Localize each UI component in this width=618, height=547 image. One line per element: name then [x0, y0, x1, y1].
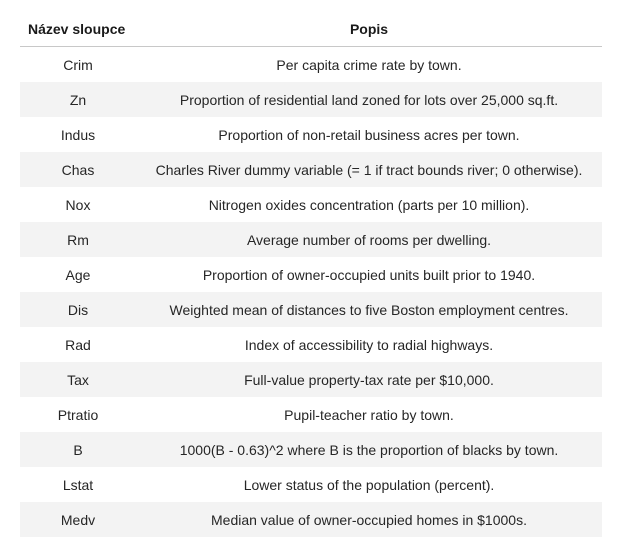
cell-column-name: Nox: [65, 196, 91, 213]
column-header-description: Popis: [136, 12, 602, 47]
cell-description: Median value of owner-occupied homes in …: [136, 502, 602, 537]
table-row: Chas Charles River dummy variable (= 1 i…: [20, 152, 602, 187]
cell-description: 1000(B - 0.63)^2 where B is the proporti…: [136, 432, 602, 467]
table-row: Tax Full-value property-tax rate per $10…: [20, 362, 602, 397]
cell-column-name: Medv: [20, 502, 136, 537]
cell-column-name: Chas: [20, 152, 136, 187]
cell-description: Nitrogen oxides concentration (parts per…: [208, 196, 530, 213]
header-row: Název sloupce Popis: [20, 12, 602, 47]
cell-description: Pupil-teacher ratio by town.: [284, 406, 454, 423]
column-header-name: Název sloupce: [20, 12, 136, 47]
cell-column-name: Rm: [20, 222, 136, 257]
table-row: B 1000(B - 0.63)^2 where B is the propor…: [20, 432, 602, 467]
cell-column-name: Indus: [60, 126, 96, 143]
table-row: Nox Nitrogen oxides concentration (parts…: [20, 187, 602, 222]
cell-description: Weighted mean of distances to five Bosto…: [136, 292, 602, 327]
cell-description: Lower status of the population (percent)…: [243, 476, 495, 493]
table-row: Age Proportion of owner-occupied units b…: [20, 257, 602, 292]
table-row: Dis Weighted mean of distances to five B…: [20, 292, 602, 327]
cell-column-name: Lstat: [62, 476, 94, 493]
cell-column-name: Tax: [20, 362, 136, 397]
cell-description: Proportion of owner-occupied units built…: [202, 266, 536, 283]
table-row: Rad Index of accessibility to radial hig…: [20, 327, 602, 362]
cell-column-name: Dis: [20, 292, 136, 327]
cell-description: Per capita crime rate by town.: [276, 56, 462, 73]
cell-column-name: B: [20, 432, 136, 467]
cell-column-name: Age: [65, 266, 91, 283]
table-header: Název sloupce Popis: [20, 12, 602, 47]
cell-description: Proportion of non-retail business acres …: [218, 126, 520, 143]
table-row: Indus Proportion of non-retail business …: [20, 117, 602, 152]
cell-column-name: Ptratio: [57, 406, 99, 423]
cell-description: Average number of rooms per dwelling.: [136, 222, 602, 257]
cell-column-name: Zn: [20, 82, 136, 117]
cell-column-name: Rad: [65, 336, 91, 353]
cell-description: Charles River dummy variable (= 1 if tra…: [136, 152, 602, 187]
data-dictionary-table-container: Název sloupce Popis Crim Per capita crim…: [20, 12, 602, 537]
cell-description: Proportion of residential land zoned for…: [136, 82, 602, 117]
table-body: Crim Per capita crime rate by town. Zn P…: [20, 47, 602, 537]
cell-description: Index of accessibility to radial highway…: [244, 336, 494, 353]
table-row: Crim Per capita crime rate by town.: [20, 47, 602, 83]
data-dictionary-table: Název sloupce Popis Crim Per capita crim…: [20, 12, 602, 537]
table-row: Zn Proportion of residential land zoned …: [20, 82, 602, 117]
table-row: Rm Average number of rooms per dwelling.: [20, 222, 602, 257]
cell-description: Full-value property-tax rate per $10,000…: [136, 362, 602, 397]
table-row: Medv Median value of owner-occupied home…: [20, 502, 602, 537]
cell-column-name: Crim: [63, 56, 93, 73]
table-row: Lstat Lower status of the population (pe…: [20, 467, 602, 502]
table-row: Ptratio Pupil-teacher ratio by town.: [20, 397, 602, 432]
